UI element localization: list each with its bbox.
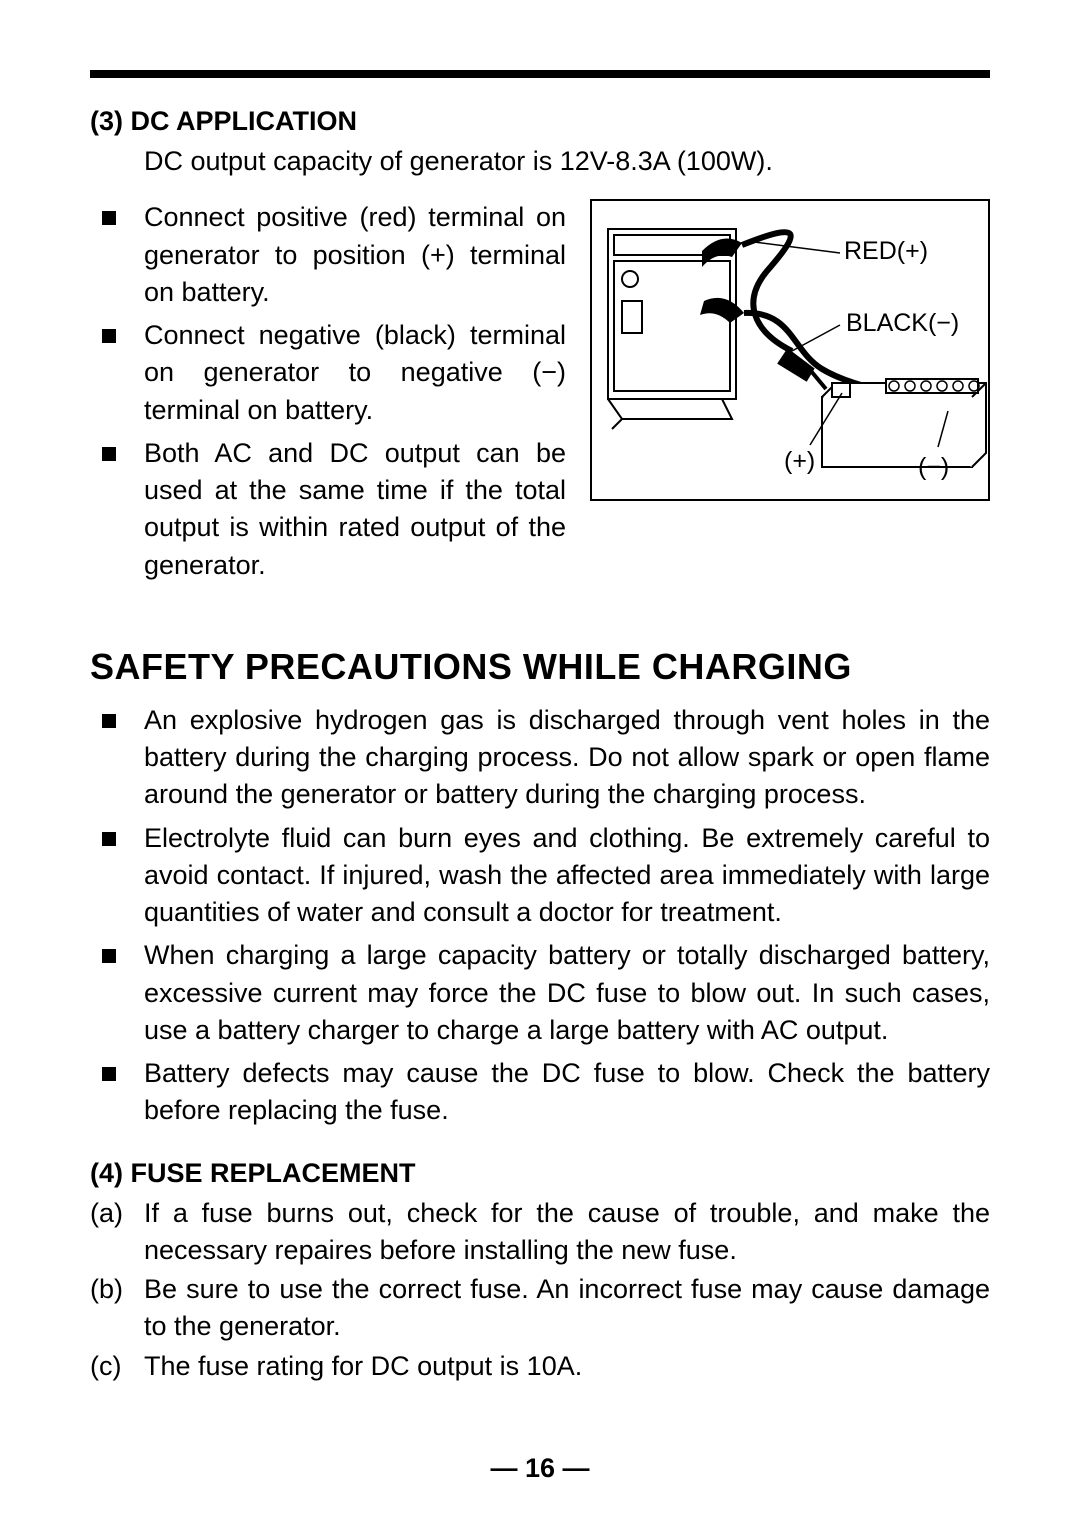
item-label: (c) <box>90 1348 144 1385</box>
bullet-icon <box>102 1067 116 1081</box>
bullet-text: Both AC and DC output can be used at the… <box>144 435 566 584</box>
page-number: — 16 — <box>0 1453 1080 1484</box>
bullet-icon <box>102 329 116 343</box>
list-item: Battery defects may cause the DC fuse to… <box>90 1055 990 1130</box>
item-label: (a) <box>90 1195 144 1270</box>
safety-bullets: An explosive hydrogen gas is discharged … <box>90 702 990 1130</box>
list-item: Electrolyte fluid can burn eyes and clot… <box>90 820 990 932</box>
section3-intro: DC output capacity of generator is 12V-8… <box>144 143 990 179</box>
list-item: An explosive hydrogen gas is discharged … <box>90 702 990 814</box>
section4-heading: (4) FUSE REPLACEMENT <box>90 1158 990 1189</box>
item-label: (b) <box>90 1271 144 1346</box>
wiring-diagram: RED(+) BLACK(−) (+) (−) <box>590 199 990 501</box>
bullet-icon <box>102 832 116 846</box>
diagram-label-black: BLACK(−) <box>846 309 959 338</box>
bullet-text: Electrolyte fluid can burn eyes and clot… <box>144 820 990 932</box>
list-item: (a)If a fuse burns out, check for the ca… <box>90 1195 990 1270</box>
safety-heading: SAFETY PRECAUTIONS WHILE CHARGING <box>90 646 990 688</box>
diagram-label-minus: (−) <box>918 453 949 482</box>
bullet-text: Connect positive (red) terminal on gener… <box>144 199 566 311</box>
list-item: Connect positive (red) terminal on gener… <box>90 199 566 311</box>
bullet-icon <box>102 949 116 963</box>
item-text: Be sure to use the correct fuse. An inco… <box>144 1271 990 1346</box>
list-item: (b)Be sure to use the correct fuse. An i… <box>90 1271 990 1346</box>
section3-bullets: Connect positive (red) terminal on gener… <box>90 199 566 584</box>
bullet-text: An explosive hydrogen gas is discharged … <box>144 702 990 814</box>
bullet-icon <box>102 211 116 225</box>
bullet-text: Connect negative (black) terminal on gen… <box>144 317 566 429</box>
bullet-text: When charging a large capacity battery o… <box>144 937 990 1049</box>
item-text: The fuse rating for DC output is 10A. <box>144 1348 582 1385</box>
bullet-icon <box>102 447 116 461</box>
section4-list: (a)If a fuse burns out, check for the ca… <box>90 1195 990 1385</box>
section3-heading: (3) DC APPLICATION <box>90 106 990 137</box>
diagram-label-plus: (+) <box>784 447 815 476</box>
item-text: If a fuse burns out, check for the cause… <box>144 1195 990 1270</box>
bullet-text: Battery defects may cause the DC fuse to… <box>144 1055 990 1130</box>
list-item: (c)The fuse rating for DC output is 10A. <box>90 1348 990 1385</box>
diagram-label-red: RED(+) <box>844 237 928 266</box>
list-item: Connect negative (black) terminal on gen… <box>90 317 566 429</box>
top-rule <box>90 70 990 78</box>
list-item: Both AC and DC output can be used at the… <box>90 435 566 584</box>
bullet-icon <box>102 714 116 728</box>
list-item: When charging a large capacity battery o… <box>90 937 990 1049</box>
